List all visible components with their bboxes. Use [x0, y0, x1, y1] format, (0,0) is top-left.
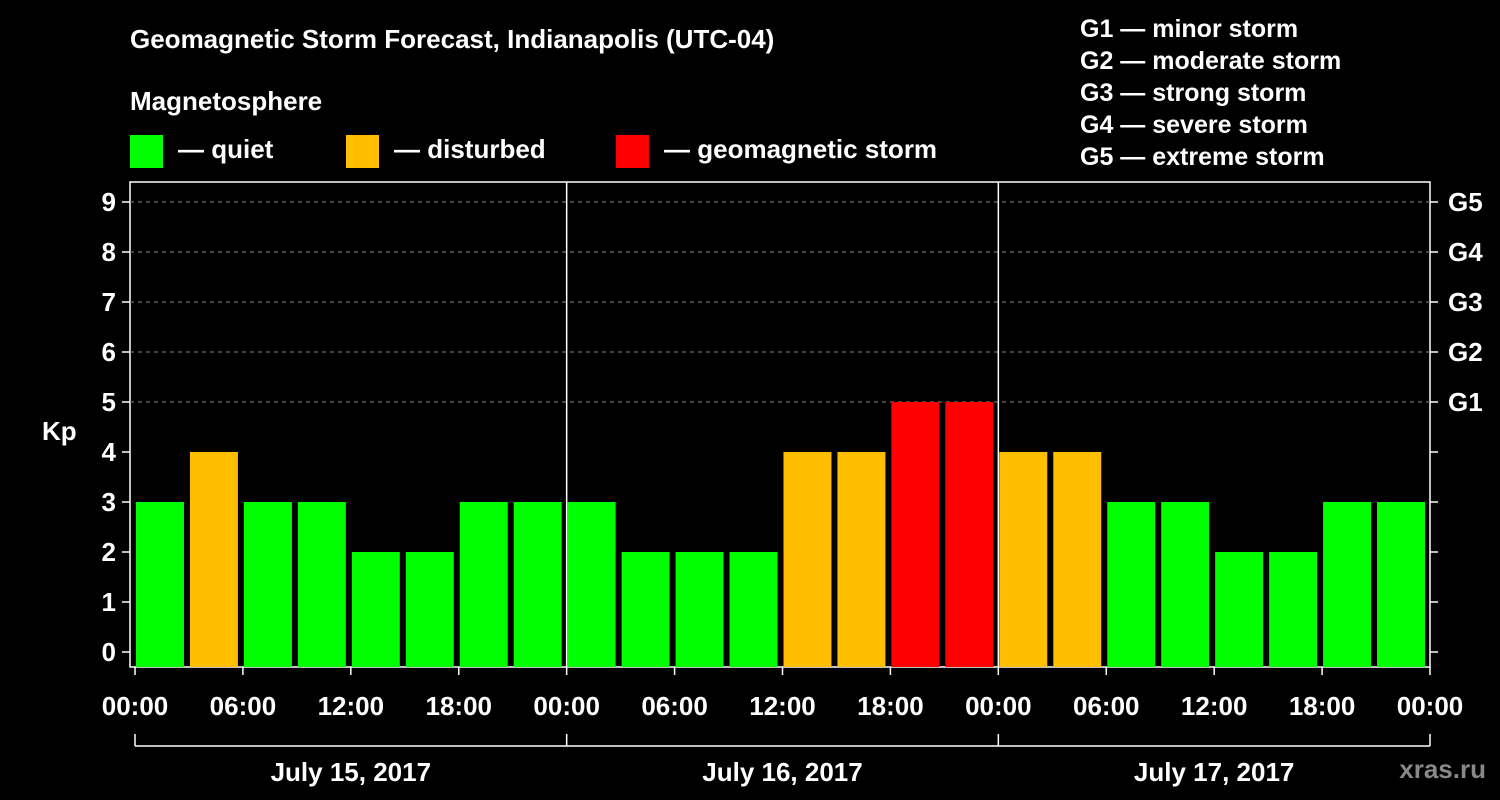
- y-tick-label: 5: [102, 387, 116, 417]
- kp-bar: [1215, 552, 1264, 667]
- kp-bar: [136, 502, 184, 667]
- kp-bar: [1053, 452, 1102, 667]
- magnetosphere-label: Magnetosphere: [130, 86, 323, 116]
- date-label: July 17, 2017: [1134, 757, 1294, 787]
- kp-bar: [1377, 502, 1425, 667]
- g-scale-label: G1: [1448, 387, 1483, 417]
- storm-scale-g4: G4 — severe storm: [1080, 111, 1308, 139]
- kp-bar: [1323, 502, 1372, 667]
- y-tick-label: 8: [102, 237, 116, 267]
- kp-bar: [405, 552, 454, 667]
- x-tick-label: 00:00: [1397, 691, 1464, 721]
- kp-bar: [1269, 552, 1318, 667]
- chart-title: Geomagnetic Storm Forecast, Indianapolis…: [130, 24, 775, 54]
- kp-bar: [891, 402, 940, 667]
- legend-label-disturbed: — disturbed: [394, 134, 546, 164]
- storm-scale-g1: G1 — minor storm: [1080, 15, 1299, 43]
- x-tick-label: 06:00: [1073, 691, 1140, 721]
- x-tick-label: 12:00: [749, 691, 816, 721]
- y-tick-label: 7: [102, 287, 116, 317]
- x-tick-label: 00:00: [102, 691, 169, 721]
- kp-bar: [729, 552, 778, 667]
- kp-bar: [243, 502, 292, 667]
- y-tick-label: 4: [102, 437, 117, 467]
- kp-bar: [567, 502, 616, 667]
- legend-swatch-quiet: [130, 135, 163, 168]
- y-tick-label: 0: [102, 637, 116, 667]
- y-tick-label: 1: [102, 587, 116, 617]
- x-tick-label: 00:00: [965, 691, 1032, 721]
- x-tick-label: 12:00: [1181, 691, 1248, 721]
- g-scale-label: G5: [1448, 187, 1483, 217]
- date-label: July 15, 2017: [271, 757, 431, 787]
- kp-bar: [459, 502, 508, 667]
- storm-scale-g5: G5 — extreme storm: [1080, 143, 1325, 171]
- storm-scale-g3: G3 — strong storm: [1080, 79, 1307, 107]
- kp-bar: [675, 552, 724, 667]
- x-tick-label: 18:00: [1289, 691, 1356, 721]
- kp-bar: [1161, 502, 1210, 667]
- kp-bar: [513, 502, 562, 667]
- plot-frame: [129, 181, 1431, 668]
- storm-scale-g2: G2 — moderate storm: [1080, 47, 1342, 75]
- x-tick-label: 12:00: [318, 691, 385, 721]
- g-scale-label: G4: [1448, 237, 1483, 267]
- legend-swatch-disturbed: [346, 135, 379, 168]
- date-label: July 16, 2017: [702, 757, 862, 787]
- legend-swatch-storm: [616, 135, 649, 168]
- kp-bar: [837, 452, 886, 667]
- y-tick-label: 6: [102, 337, 116, 367]
- kp-bar: [1107, 502, 1156, 667]
- legend-label-storm: — geomagnetic storm: [664, 134, 938, 164]
- y-axis-label: Kp: [42, 416, 77, 446]
- x-tick-label: 06:00: [641, 691, 708, 721]
- legend-label-quiet: — quiet: [178, 134, 274, 164]
- x-tick-label: 06:00: [210, 691, 277, 721]
- x-tick-label: 18:00: [857, 691, 924, 721]
- watermark: xras.ru: [1399, 754, 1486, 784]
- y-tick-label: 2: [102, 537, 116, 567]
- g-scale-label: G2: [1448, 337, 1483, 367]
- g-scale-label: G3: [1448, 287, 1483, 317]
- kp-bar: [351, 552, 400, 667]
- kp-bar: [783, 452, 832, 667]
- kp-bar: [999, 452, 1048, 667]
- kp-bar: [621, 552, 670, 667]
- x-tick-label: 18:00: [426, 691, 493, 721]
- kp-bar: [297, 502, 346, 667]
- kp-bar: [945, 402, 994, 667]
- x-tick-label: 00:00: [533, 691, 600, 721]
- y-tick-label: 3: [102, 487, 116, 517]
- y-tick-label: 9: [102, 187, 116, 217]
- kp-bar: [189, 452, 238, 667]
